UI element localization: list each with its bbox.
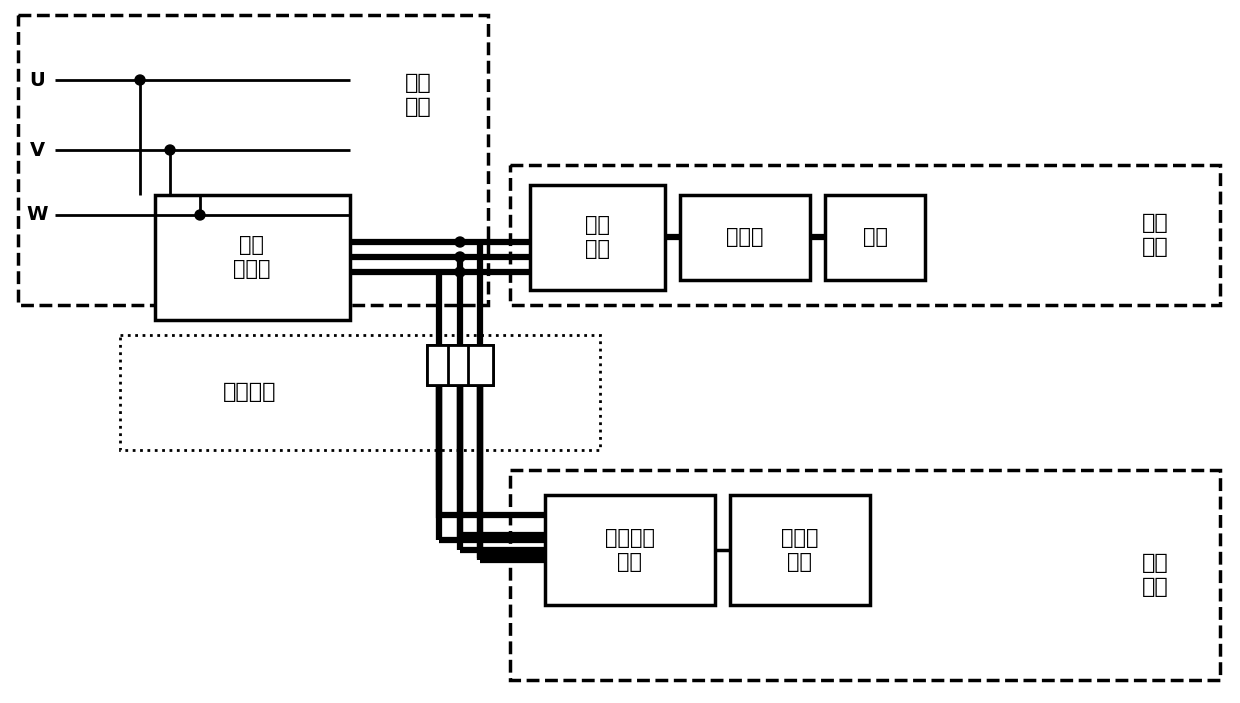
Bar	[510, 165, 1220, 305]
Text: 机械
系统: 机械 系统	[1142, 214, 1168, 257]
Bar	[427, 345, 453, 385]
Text: 负载: 负载	[863, 227, 888, 247]
Text: 信号采集
设备: 信号采集 设备	[605, 529, 655, 572]
Circle shape	[195, 210, 205, 220]
Bar	[730, 495, 870, 605]
Bar	[19, 15, 489, 305]
Circle shape	[455, 267, 465, 277]
Bar	[155, 195, 350, 320]
Bar	[467, 345, 494, 385]
Bar	[680, 195, 810, 280]
Text: 采集设备: 采集设备	[223, 382, 277, 402]
Text: 三相
变频器: 三相 变频器	[233, 236, 270, 278]
Bar	[546, 495, 715, 605]
Text: W: W	[26, 205, 48, 224]
Bar	[448, 345, 472, 385]
Bar	[510, 470, 1220, 680]
Text: U: U	[29, 70, 45, 89]
Text: V: V	[30, 141, 45, 160]
Bar	[467, 345, 494, 385]
Bar	[427, 345, 453, 385]
Circle shape	[135, 75, 145, 85]
Text: 笔记本
电脑: 笔记本 电脑	[781, 529, 818, 572]
Text: 三相
电机: 三相 电机	[584, 215, 610, 259]
Circle shape	[455, 252, 465, 262]
Bar	[120, 335, 600, 450]
Circle shape	[165, 145, 175, 155]
Text: 电气
系统: 电气 系统	[404, 73, 432, 117]
Text: 减速机: 减速机	[727, 227, 764, 247]
Circle shape	[455, 237, 465, 247]
Bar	[825, 195, 925, 280]
Bar	[448, 345, 472, 385]
Text: 分析
系统: 分析 系统	[1142, 553, 1168, 597]
Bar	[529, 185, 665, 290]
